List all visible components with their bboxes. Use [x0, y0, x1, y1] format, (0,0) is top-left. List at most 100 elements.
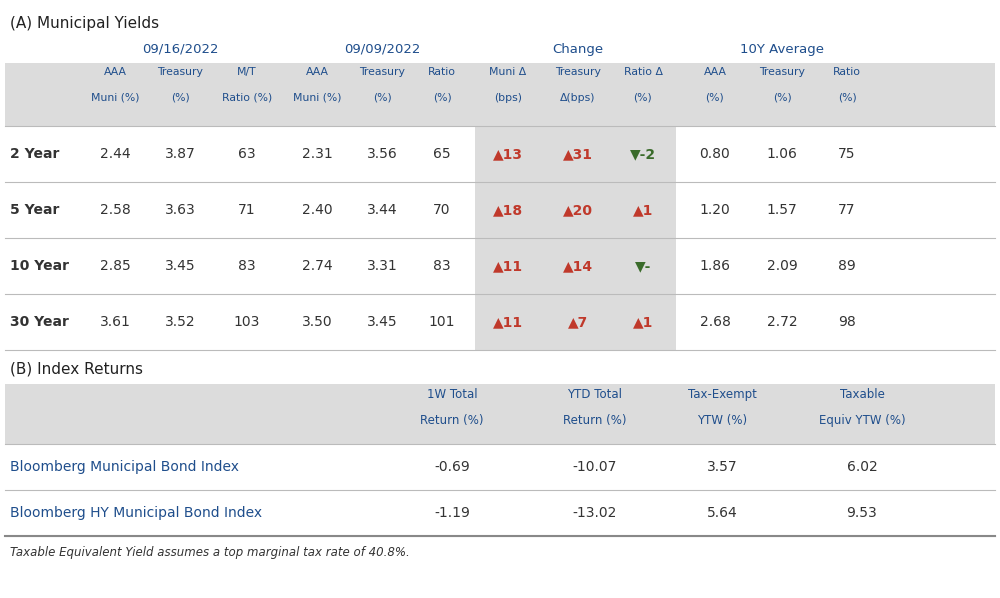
Text: 3.45: 3.45	[165, 259, 195, 273]
Text: 3.50: 3.50	[302, 315, 332, 329]
Text: Ratio (%): Ratio (%)	[222, 93, 272, 103]
Text: 2.58: 2.58	[100, 203, 130, 217]
Text: (%): (%)	[706, 93, 724, 103]
Text: (%): (%)	[171, 93, 189, 103]
Bar	[5, 63, 995, 126]
Text: 0.80: 0.80	[700, 147, 730, 161]
Text: 1.20: 1.20	[700, 203, 730, 217]
Text: AAA: AAA	[306, 67, 328, 77]
Text: -0.69: -0.69	[434, 460, 470, 474]
Text: 63: 63	[238, 147, 256, 161]
Text: ▲1: ▲1	[633, 203, 653, 217]
Text: (bps): (bps)	[494, 93, 522, 103]
Text: 77: 77	[838, 203, 856, 217]
Text: 09/16/2022: 09/16/2022	[142, 43, 218, 56]
Text: 3.44: 3.44	[367, 203, 397, 217]
Text: 9.53: 9.53	[847, 506, 877, 520]
Text: 83: 83	[238, 259, 256, 273]
Text: ▲14: ▲14	[563, 259, 593, 273]
Text: ▲18: ▲18	[493, 203, 523, 217]
Text: ▼-: ▼-	[635, 259, 651, 273]
Text: 30 Year: 30 Year	[10, 315, 69, 329]
Text: Ratio: Ratio	[428, 67, 456, 77]
Text: ▲11: ▲11	[493, 315, 523, 329]
Bar	[475, 294, 676, 350]
Text: 70: 70	[433, 203, 451, 217]
Text: ▲1: ▲1	[633, 315, 653, 329]
Text: 3.31: 3.31	[367, 259, 397, 273]
Text: M/T: M/T	[237, 67, 257, 77]
Text: 101: 101	[429, 315, 455, 329]
Text: 65: 65	[433, 147, 451, 161]
Bar	[475, 126, 676, 182]
Text: (B) Index Returns: (B) Index Returns	[10, 362, 143, 377]
Text: 2.74: 2.74	[302, 259, 332, 273]
Text: ▲7: ▲7	[568, 315, 588, 329]
Text: (%): (%)	[373, 93, 391, 103]
Text: Ratio Δ: Ratio Δ	[624, 67, 662, 77]
Text: 10 Year: 10 Year	[10, 259, 69, 273]
Text: ▲20: ▲20	[563, 203, 593, 217]
Text: (%): (%)	[433, 93, 451, 103]
Bar	[5, 384, 995, 444]
Text: 75: 75	[838, 147, 856, 161]
Text: ▼-2: ▼-2	[630, 147, 656, 161]
Text: Return (%): Return (%)	[563, 414, 627, 427]
Text: ▲13: ▲13	[493, 147, 523, 161]
Text: 2.40: 2.40	[302, 203, 332, 217]
Bar	[475, 182, 676, 238]
Text: Return (%): Return (%)	[420, 414, 484, 427]
Text: Treasury: Treasury	[555, 67, 601, 77]
Text: Muni Δ: Muni Δ	[489, 67, 527, 77]
Text: (%): (%)	[773, 93, 791, 103]
Text: 3.52: 3.52	[165, 315, 195, 329]
Text: 2.72: 2.72	[767, 315, 797, 329]
Text: Bloomberg Municipal Bond Index: Bloomberg Municipal Bond Index	[10, 460, 239, 474]
Text: ▲11: ▲11	[493, 259, 523, 273]
Text: 1W Total: 1W Total	[427, 388, 477, 401]
Text: Tax-Exempt: Tax-Exempt	[688, 388, 756, 401]
Text: -10.07: -10.07	[573, 460, 617, 474]
Text: YTW (%): YTW (%)	[697, 414, 747, 427]
Text: 3.87: 3.87	[165, 147, 195, 161]
Text: 83: 83	[433, 259, 451, 273]
Text: 98: 98	[838, 315, 856, 329]
Text: 3.63: 3.63	[165, 203, 195, 217]
Text: 10Y Average: 10Y Average	[740, 43, 824, 56]
Text: 5 Year: 5 Year	[10, 203, 59, 217]
Text: Taxable: Taxable	[840, 388, 884, 401]
Text: Treasury: Treasury	[157, 67, 203, 77]
Text: Change: Change	[552, 43, 604, 56]
Text: Treasury: Treasury	[359, 67, 405, 77]
Text: 1.06: 1.06	[767, 147, 797, 161]
Bar	[475, 238, 676, 294]
Text: AAA: AAA	[104, 67, 126, 77]
Text: -13.02: -13.02	[573, 506, 617, 520]
Text: Δ(bps): Δ(bps)	[560, 93, 596, 103]
Text: Taxable Equivalent Yield assumes a top marginal tax rate of 40.8%.: Taxable Equivalent Yield assumes a top m…	[10, 546, 410, 559]
Text: 2.31: 2.31	[302, 147, 332, 161]
Text: AAA: AAA	[704, 67, 726, 77]
Text: (%): (%)	[838, 93, 856, 103]
Text: Ratio: Ratio	[833, 67, 861, 77]
Text: Equiv YTW (%): Equiv YTW (%)	[819, 414, 905, 427]
Text: 5.64: 5.64	[707, 506, 737, 520]
Text: 3.57: 3.57	[707, 460, 737, 474]
Text: 89: 89	[838, 259, 856, 273]
Text: 2 Year: 2 Year	[10, 147, 59, 161]
Text: YTD Total: YTD Total	[568, 388, 622, 401]
Text: 1.86: 1.86	[700, 259, 730, 273]
Text: 2.85: 2.85	[100, 259, 130, 273]
Text: -1.19: -1.19	[434, 506, 470, 520]
Text: Bloomberg HY Municipal Bond Index: Bloomberg HY Municipal Bond Index	[10, 506, 262, 520]
Text: ▲31: ▲31	[563, 147, 593, 161]
Text: 6.02: 6.02	[847, 460, 877, 474]
Text: (%): (%)	[634, 93, 652, 103]
Text: 1.57: 1.57	[767, 203, 797, 217]
Text: 09/09/2022: 09/09/2022	[344, 43, 420, 56]
Text: 2.09: 2.09	[767, 259, 797, 273]
Text: 2.68: 2.68	[700, 315, 730, 329]
Text: 3.61: 3.61	[100, 315, 130, 329]
Text: Muni (%): Muni (%)	[293, 93, 341, 103]
Text: Muni (%): Muni (%)	[91, 93, 139, 103]
